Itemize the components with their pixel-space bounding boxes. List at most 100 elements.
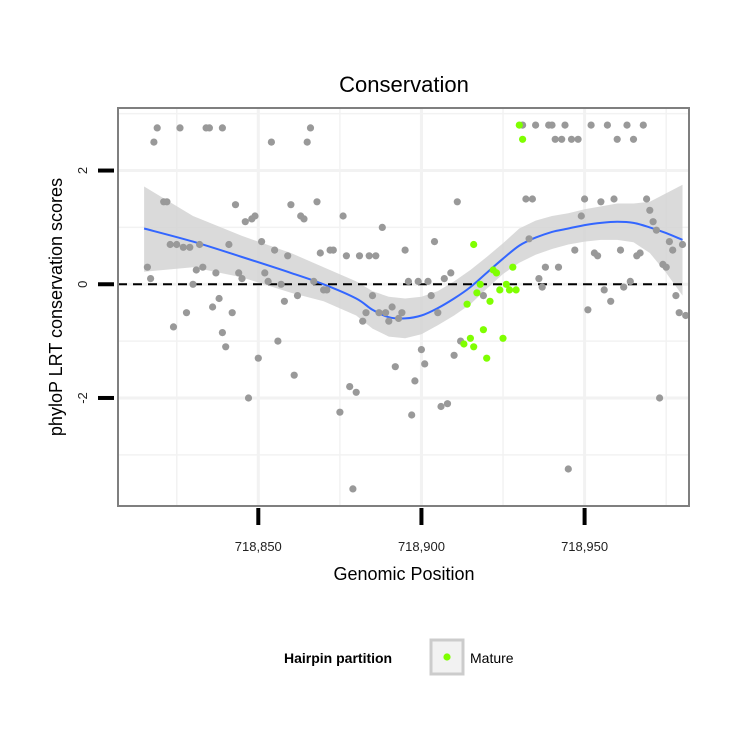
other-point <box>189 280 197 288</box>
other-point <box>567 135 576 143</box>
other-point <box>359 317 367 325</box>
other-point <box>362 309 370 317</box>
other-point <box>209 303 217 311</box>
other-point <box>349 485 357 493</box>
other-point <box>395 314 403 322</box>
other-point <box>280 297 288 305</box>
other-point <box>271 246 279 254</box>
other-point <box>610 195 618 203</box>
other-point <box>225 240 233 249</box>
mature-point <box>502 280 510 288</box>
other-point <box>258 238 266 246</box>
other-point <box>267 138 275 146</box>
other-point <box>607 297 615 305</box>
mature-point <box>486 297 494 305</box>
other-point <box>277 280 285 288</box>
other-point <box>290 371 298 379</box>
other-point <box>443 400 452 408</box>
other-point <box>434 309 442 317</box>
other-point <box>656 394 664 402</box>
legend: Hairpin partition Mature <box>284 638 514 676</box>
other-point <box>244 394 253 402</box>
mature-point <box>499 334 507 342</box>
other-point <box>574 135 582 143</box>
other-point <box>372 252 380 260</box>
confidence-ribbon <box>144 184 683 339</box>
other-point <box>346 383 354 391</box>
other-point <box>173 240 181 249</box>
mature-point <box>470 240 478 249</box>
other-point <box>437 402 445 411</box>
other-point <box>143 263 151 271</box>
other-point <box>551 135 559 143</box>
other-point <box>571 246 579 254</box>
other-point <box>186 243 194 251</box>
other-point <box>339 212 347 220</box>
other-point <box>594 252 602 260</box>
other-point <box>417 346 425 354</box>
x-axis-title: Genomic Position <box>333 564 474 584</box>
other-point <box>261 269 269 277</box>
other-point <box>450 351 458 359</box>
other-point <box>199 263 207 271</box>
other-point <box>424 277 432 285</box>
other-point <box>241 218 249 226</box>
other-point <box>218 124 226 132</box>
other-point <box>274 337 282 345</box>
x-tick-label: 718,900 <box>398 539 445 554</box>
other-point <box>355 252 364 260</box>
y-tick-label: 2 <box>75 167 90 174</box>
other-point <box>254 354 262 362</box>
other-point <box>414 277 422 285</box>
other-point <box>342 252 350 260</box>
other-point <box>306 124 315 132</box>
mature-point <box>463 300 471 308</box>
other-point <box>623 121 631 129</box>
other-point <box>391 363 399 371</box>
other-point <box>629 135 638 143</box>
other-point <box>222 343 230 351</box>
other-point <box>669 246 677 254</box>
other-point <box>678 240 687 249</box>
y-axis: -2 0 2 <box>75 167 114 404</box>
other-point <box>421 360 429 368</box>
other-point <box>147 275 155 283</box>
other-point <box>616 246 625 254</box>
other-point <box>538 283 546 291</box>
other-point <box>166 240 174 249</box>
other-point <box>169 323 178 331</box>
other-point <box>368 292 377 300</box>
other-point <box>163 198 171 206</box>
other-point <box>411 377 419 385</box>
other-point <box>528 195 537 203</box>
other-point <box>401 246 409 254</box>
other-point <box>639 121 647 129</box>
y-axis-title: phyloP LRT conservation scores <box>46 178 66 436</box>
mature-point <box>505 286 514 294</box>
other-point <box>310 277 318 285</box>
other-point <box>564 465 572 473</box>
panel-border <box>117 107 690 507</box>
other-point <box>643 195 651 203</box>
other-point <box>558 135 566 143</box>
data-points <box>143 121 690 493</box>
other-point <box>352 388 360 396</box>
other-point <box>251 212 259 220</box>
mature-point <box>519 135 527 143</box>
other-point <box>535 275 543 283</box>
other-point <box>447 269 455 277</box>
mature-point <box>515 121 523 129</box>
other-point <box>626 277 634 285</box>
other-point <box>430 238 439 246</box>
mature-point <box>479 326 487 334</box>
other-point <box>228 309 236 317</box>
other-point <box>408 411 416 419</box>
x-tick-label: 718,950 <box>561 539 608 554</box>
other-point <box>427 292 435 300</box>
other-point <box>235 269 243 277</box>
other-point <box>192 266 200 274</box>
other-point <box>388 303 396 311</box>
legend-title: Hairpin partition <box>284 650 392 666</box>
mature-point <box>509 263 517 271</box>
